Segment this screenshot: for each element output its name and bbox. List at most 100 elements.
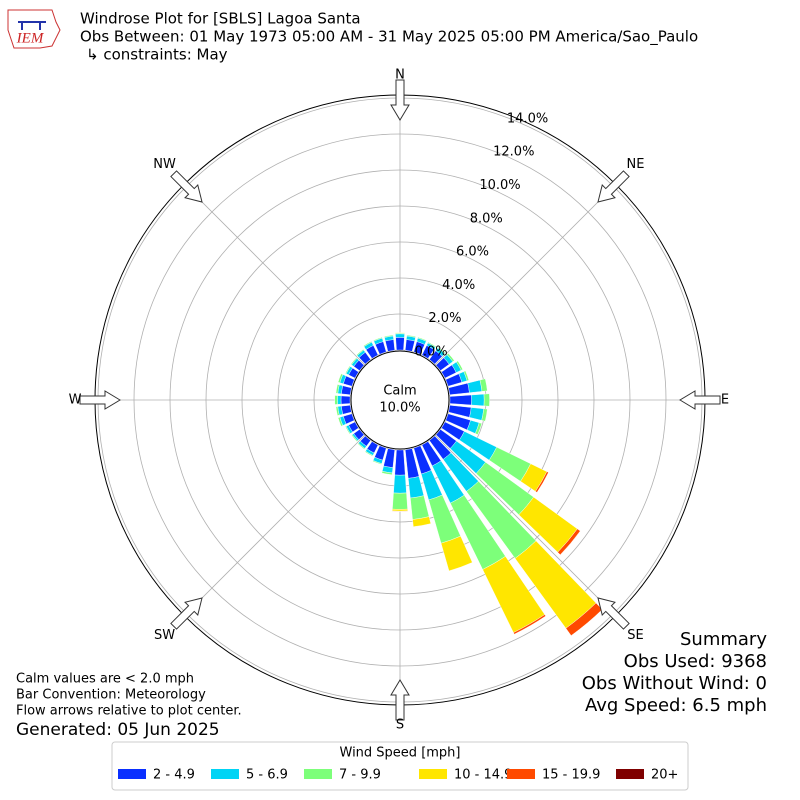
grid-circle bbox=[133, 133, 667, 667]
summary-line: Obs Used: 9368 bbox=[624, 651, 767, 672]
radial-grid-line bbox=[435, 184, 616, 365]
wind-bar-segment bbox=[463, 370, 470, 382]
wind-bar-segment bbox=[469, 407, 484, 421]
note-line: Bar Convention: Meteorology bbox=[16, 688, 206, 703]
wind-bar-segment bbox=[337, 373, 344, 383]
direction-label: NE bbox=[626, 157, 644, 172]
direction-label: E bbox=[721, 393, 729, 408]
calm-label: Calm bbox=[383, 384, 416, 399]
summary-line: Avg Speed: 6.5 mph bbox=[585, 695, 767, 716]
r-tick-label: 0.0% bbox=[415, 344, 448, 359]
flow-arrow bbox=[390, 79, 410, 121]
wind-bar-segment bbox=[467, 379, 483, 393]
wind-bar-segment bbox=[456, 360, 464, 371]
wind-bar-segment bbox=[446, 353, 455, 362]
grid-circle bbox=[169, 169, 631, 631]
wind-bar-segment bbox=[557, 528, 581, 556]
legend-label: 20+ bbox=[651, 768, 678, 783]
legend-swatch bbox=[419, 769, 447, 779]
legend-swatch bbox=[507, 769, 535, 779]
wind-bar-segment bbox=[392, 510, 408, 512]
wind-bar-segment bbox=[357, 442, 366, 450]
r-tick-label: 2.0% bbox=[428, 311, 461, 326]
legend-swatch bbox=[211, 769, 239, 779]
note-line: Calm values are < 2.0 mph bbox=[16, 672, 194, 687]
r-tick-label: 4.0% bbox=[442, 278, 475, 293]
wind-bar-segment bbox=[481, 408, 488, 422]
legend-swatch bbox=[304, 769, 332, 779]
wind-bar-segment bbox=[427, 341, 437, 348]
wind-bar-segment bbox=[381, 470, 393, 476]
wind-bar-segment bbox=[535, 471, 549, 493]
wind-bar-segment bbox=[350, 357, 358, 366]
flow-arrow bbox=[597, 597, 630, 630]
flow-arrow bbox=[79, 390, 121, 410]
legend-swatch bbox=[118, 769, 146, 779]
direction-label: W bbox=[69, 393, 82, 408]
wind-bar-segment bbox=[471, 393, 485, 407]
note-line: Flow arrows relative to plot center. bbox=[16, 704, 242, 719]
radial-grid-line bbox=[184, 435, 365, 616]
wind-bar-segment bbox=[335, 384, 340, 394]
flow-arrow bbox=[679, 390, 721, 410]
wind-bar-segment bbox=[408, 476, 425, 499]
legend-box bbox=[111, 741, 689, 791]
direction-label: S bbox=[396, 718, 404, 733]
legend-label: 7 - 9.9 bbox=[339, 768, 381, 783]
wind-bar-segment bbox=[406, 334, 417, 338]
wind-bar-segment bbox=[340, 395, 351, 405]
wind-bar-segment bbox=[565, 602, 603, 636]
wind-bar-segment bbox=[440, 535, 473, 572]
r-tick-label: 6.0% bbox=[456, 245, 489, 260]
flow-arrow bbox=[597, 170, 630, 203]
direction-label: SE bbox=[627, 628, 643, 643]
radial-grid-line bbox=[435, 435, 616, 616]
chart-subtitle: Obs Between: 01 May 1973 05:00 AM - 31 M… bbox=[80, 28, 698, 47]
legend-label: 10 - 14.9 bbox=[454, 768, 512, 783]
wind-bar-segment bbox=[410, 495, 430, 520]
wind-bar-segment bbox=[363, 341, 373, 347]
direction-label: N bbox=[395, 68, 405, 83]
wind-bar-segment bbox=[364, 450, 374, 457]
calm-circle bbox=[350, 350, 450, 450]
wind-bar-segment bbox=[337, 417, 344, 427]
wind-bar-segment bbox=[437, 346, 446, 354]
wind-bar-segment bbox=[383, 334, 394, 338]
flow-arrow bbox=[170, 597, 203, 630]
legend-label: 2 - 4.9 bbox=[153, 768, 195, 783]
wind-bar-segment bbox=[417, 336, 427, 342]
wind-bar-segment bbox=[335, 406, 340, 416]
wind-bar-segment bbox=[341, 385, 352, 395]
summary-line: Obs Without Wind: 0 bbox=[582, 673, 767, 694]
polar-plot: Calm 10.0% 0.0% 2.0% 4.0% 6.0% 8.0% 10.0% 12.0% 1… bbox=[69, 68, 730, 733]
wind-bar-segment bbox=[412, 516, 432, 527]
wind-bar-segment bbox=[475, 422, 483, 435]
wind-bar-segment bbox=[393, 474, 407, 494]
grid-circle bbox=[277, 277, 523, 523]
legend-swatch bbox=[616, 769, 644, 779]
wind-bar-segment bbox=[351, 434, 358, 442]
wind-bar-segment bbox=[394, 449, 406, 476]
calm-value: 10.0% bbox=[379, 401, 420, 416]
radial-grid-line bbox=[184, 184, 365, 365]
r-tick-label: 10.0% bbox=[479, 178, 520, 193]
legend-entry: 7 - 9.9 bbox=[304, 768, 381, 783]
wind-bar-segment bbox=[372, 460, 383, 465]
wind-bar-segment bbox=[395, 337, 405, 351]
chart-title: Windrose Plot for [SBLS] Lagoa Santa bbox=[80, 10, 361, 28]
summary-line: Summary bbox=[680, 629, 767, 650]
logo-text: IEM bbox=[16, 30, 45, 46]
legend-entry: 20+ bbox=[616, 768, 678, 783]
legend-label: 15 - 19.9 bbox=[542, 768, 600, 783]
wind-bar-segment bbox=[345, 425, 351, 435]
r-tick-label: 14.0% bbox=[507, 111, 548, 126]
grid-circle bbox=[241, 241, 559, 559]
wind-bar-segment bbox=[392, 492, 408, 510]
wind-bar-segment bbox=[334, 395, 338, 405]
grid-circle bbox=[205, 205, 595, 595]
logo: IEM bbox=[7, 9, 61, 49]
legend-entry: 15 - 19.9 bbox=[507, 768, 600, 783]
legend-label: 5 - 6.9 bbox=[246, 768, 288, 783]
wind-bar-segment bbox=[513, 614, 547, 635]
generated: Generated: 05 Jun 2025 bbox=[16, 720, 220, 740]
